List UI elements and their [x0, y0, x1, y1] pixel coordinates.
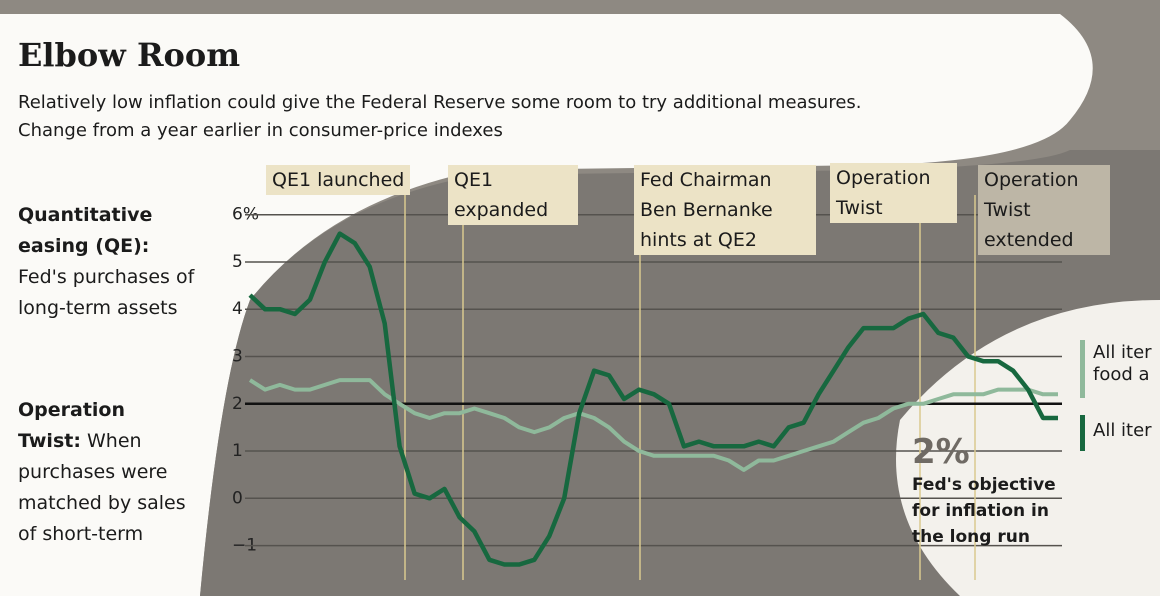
y-tick-label: 5	[232, 252, 243, 272]
y-tick-label: 2	[232, 394, 243, 414]
note-text: When purchases were matched by sales of …	[18, 430, 186, 545]
annotation: Operation Twist	[830, 163, 957, 223]
y-tick-label: 3	[232, 347, 243, 367]
chart-title: Elbow Room	[18, 36, 241, 74]
y-tick-label: 1	[232, 441, 243, 461]
note-heading: Operation Twist:	[18, 399, 126, 452]
subtitle: Change from a year earlier in consumer-p…	[18, 120, 503, 141]
annotation: Fed Chairman Ben Bernanke hints at QE2	[634, 165, 816, 255]
background-shape	[896, 300, 1160, 596]
y-tick-label: 4	[232, 299, 243, 319]
annotation: Operation Twist extended	[978, 165, 1110, 255]
legend-swatch	[1080, 415, 1085, 451]
legend-swatch	[1080, 340, 1085, 398]
note-text: Fed's purchases of long-term assets	[18, 266, 195, 319]
note-heading: Quantitative easing (QE):	[18, 204, 153, 257]
background-shape	[0, 14, 1093, 596]
legend-label: All iter	[1093, 420, 1152, 441]
reference-label: 2%	[912, 432, 970, 472]
note: Operation Twist: When purchases were mat…	[18, 395, 193, 550]
subtitle: Relatively low inflation could give the …	[18, 92, 862, 113]
note: Quantitative easing (QE): Fed's purchase…	[18, 200, 198, 324]
annotation: QE1 expanded	[448, 165, 578, 225]
series-line	[248, 231, 1058, 567]
y-tick-label: −1	[232, 536, 257, 556]
annotation: QE1 launched	[266, 165, 411, 195]
legend-label: All iter food a	[1093, 342, 1152, 385]
series-line	[248, 378, 1058, 472]
reference-text: Fed's objective for inflation in the lon…	[912, 475, 1056, 547]
y-tick-label: 0	[232, 488, 243, 508]
